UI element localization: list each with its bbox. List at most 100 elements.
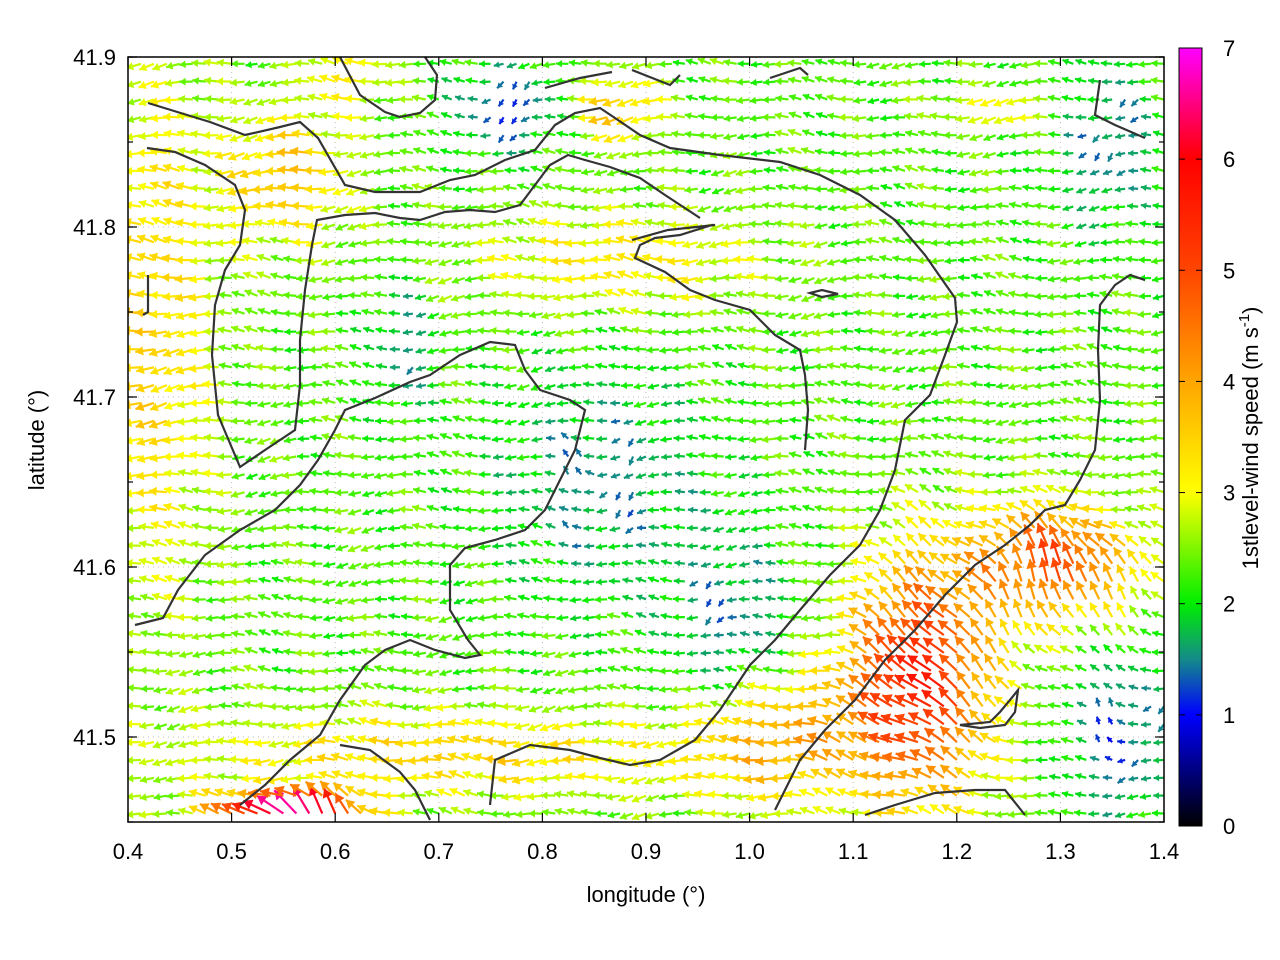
wind-vector [1157, 723, 1164, 733]
wind-vector-head [1116, 719, 1123, 726]
wind-vector [607, 811, 621, 819]
wind-vector-head [604, 774, 612, 783]
wind-vector-head [280, 775, 289, 784]
wind-vector-head [694, 717, 703, 727]
wind-vector-head [1035, 756, 1042, 764]
wind-vector [616, 738, 634, 748]
wind-vector-head [268, 758, 277, 767]
wind-vector [128, 812, 129, 814]
wind-vector [970, 671, 984, 690]
wind-vector [798, 788, 815, 797]
wind-vector-head [991, 754, 1000, 764]
wind-vector-head [825, 806, 834, 815]
wind-vector-head [284, 666, 291, 674]
wind-vector-head [822, 664, 832, 673]
wind-vector [487, 718, 504, 728]
wind-vector [631, 794, 647, 803]
wind-vector-head [616, 738, 624, 748]
wind-vector [1127, 720, 1139, 728]
wind-vector-head [166, 808, 173, 817]
wind-vector-head [849, 657, 860, 668]
wind-vector [994, 810, 1009, 819]
wind-vector [939, 764, 958, 779]
wind-vector-head [1102, 774, 1109, 781]
wind-vector [1061, 790, 1074, 798]
wind-vector-head [399, 666, 407, 675]
wind-vector [461, 717, 478, 727]
wind-vector-head [710, 700, 718, 708]
wind-vector-head [836, 731, 847, 740]
wind-vector-head [152, 810, 160, 818]
wind-vector-head [460, 734, 470, 744]
wind-vector-head [240, 756, 249, 766]
wind-vector-head [1128, 702, 1135, 709]
wind-vector [218, 702, 232, 710]
wind-vector [706, 752, 725, 762]
wind-vector-head [114, 791, 121, 799]
wind-vector-head [730, 734, 740, 745]
wind-vector-head [868, 712, 879, 723]
wind-vector-head [188, 788, 198, 798]
wind-vector-head [514, 704, 523, 713]
wind-vector-head [463, 807, 472, 816]
wind-vector [567, 668, 582, 677]
wind-vector [178, 740, 194, 749]
wind-vector-head [138, 810, 147, 819]
wind-vector-head [593, 719, 601, 728]
wind-vector [1047, 701, 1061, 710]
wind-vector-head [152, 667, 160, 676]
wind-vector-head [226, 788, 236, 798]
wind-vector-head [1034, 720, 1041, 728]
wind-vector [447, 752, 466, 761]
wind-vector-head [851, 808, 859, 817]
wind-vector [476, 666, 491, 675]
wind-vector [821, 748, 841, 761]
wind-vector [799, 806, 815, 815]
wind-vector [397, 808, 414, 817]
wind-vector [579, 790, 595, 799]
wind-vector [618, 794, 634, 803]
wind-vector-head [256, 795, 268, 806]
wind-vector-head [871, 771, 881, 782]
wind-vector [1089, 682, 1100, 690]
wind-vector-head [848, 750, 858, 760]
wind-vector-head [930, 804, 939, 813]
wind-vector-head [562, 754, 571, 764]
wind-vector [1061, 754, 1074, 762]
wind-vector [206, 668, 219, 676]
wind-vector-head [644, 811, 653, 820]
wind-vector-head [849, 788, 858, 798]
wind-vector [590, 773, 608, 782]
wind-vector-head [742, 736, 751, 747]
wind-vector-head [1153, 756, 1159, 764]
wind-vector-head [555, 669, 563, 677]
wind-vector [412, 808, 427, 816]
wind-vector-head [743, 717, 753, 728]
wind-vector [321, 702, 336, 710]
wind-vector [178, 705, 194, 714]
wind-vector [672, 809, 685, 817]
wind-vector-head [722, 810, 730, 819]
wind-vector-head [736, 664, 745, 672]
wind-vector-shaft [128, 527, 129, 530]
wind-vector [295, 703, 310, 712]
wind-vector [796, 684, 815, 694]
wind-vector-head [112, 453, 119, 461]
wind-vector-head [383, 791, 391, 801]
wind-vector [166, 723, 181, 731]
wind-vector-head [321, 702, 329, 710]
wind-vector [255, 720, 271, 729]
wind-vector [1095, 733, 1101, 743]
wind-vector-head [243, 700, 251, 709]
wind-vector-head [682, 702, 690, 711]
wind-vector-head [178, 807, 186, 816]
wind-vector [140, 703, 155, 711]
wind-vector-head [1060, 736, 1068, 744]
wind-vector [539, 723, 556, 732]
wind-vector [410, 721, 427, 730]
wind-vector-head [449, 702, 457, 711]
wind-vector-head [971, 653, 981, 664]
wind-vector [906, 692, 932, 708]
wind-vector [273, 785, 297, 797]
wind-vector-head [1034, 701, 1041, 710]
